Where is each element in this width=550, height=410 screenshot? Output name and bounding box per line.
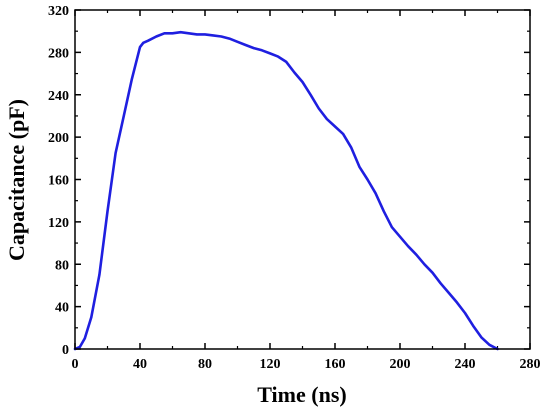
- y-tick-label: 160: [48, 174, 69, 189]
- y-tick-label: 80: [55, 258, 69, 273]
- x-tick-label: 40: [133, 357, 147, 372]
- plot-frame: [74, 9, 531, 350]
- y-tick-label: 320: [48, 4, 69, 19]
- y-tick-label: 200: [48, 131, 69, 146]
- x-tick-label: 80: [198, 357, 212, 372]
- y-tick-label: 120: [48, 216, 69, 231]
- y-axis-title: Capacitance (pF): [4, 99, 29, 261]
- x-tick-label: 200: [390, 357, 411, 372]
- x-tick-label: 0: [72, 357, 79, 372]
- x-tick-label: 160: [325, 357, 346, 372]
- x-tick-label: 120: [260, 357, 281, 372]
- x-tick-label: 280: [520, 357, 541, 372]
- y-tick-label: 240: [48, 89, 69, 104]
- x-tick-label: 240: [455, 357, 476, 372]
- y-tick-label: 0: [62, 343, 69, 358]
- y-tick-label: 40: [55, 301, 69, 316]
- x-axis-title: Time (ns): [257, 382, 346, 407]
- capacitance-line: [73, 30, 499, 351]
- y-tick-label: 280: [48, 46, 69, 61]
